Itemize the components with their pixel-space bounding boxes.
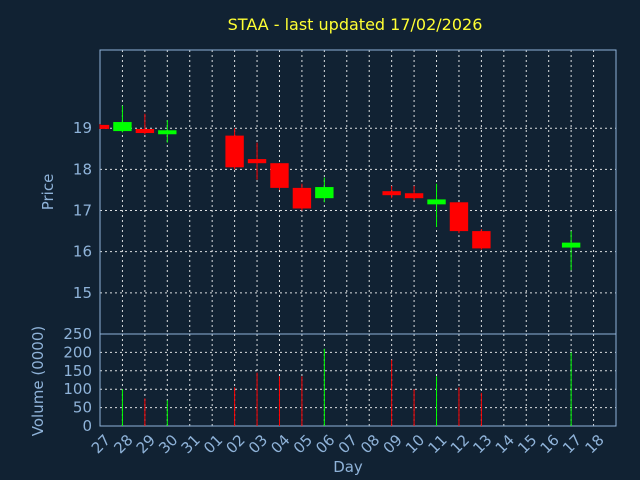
volume-y-tick-label: 100 [63,380,92,398]
candle-body [449,202,469,232]
candle-body [404,193,424,199]
volume-y-tick-label: 150 [63,362,92,380]
candle-body [135,129,155,134]
x-tick-label: 18 [581,431,607,457]
candle-body [113,122,132,132]
volume-y-tick-label: 250 [63,325,92,343]
price-y-tick-label: 18 [73,160,92,178]
volume-bars [121,348,572,426]
candle-body [247,159,267,164]
volume-axis-label: Volume (0000) [29,326,47,436]
volume-panel-frame [99,333,617,427]
candle-body [158,130,177,135]
candle-body [561,242,581,248]
volume-grid [100,334,616,426]
candle-body [270,163,289,188]
x-axis-label: Day [333,458,363,476]
candle-body [382,191,401,196]
price-y-ticks: 15 16 17 18 19 [73,119,92,302]
volume-y-tick-label: 200 [63,343,92,361]
candle-body [472,231,491,249]
candle-body [100,124,110,129]
price-y-tick-label: 15 [73,284,92,302]
x-ticks: 2728293031010203040506070809101112131415… [88,431,608,457]
chart-title: STAA - last updated 17/02/2026 [228,15,483,34]
price-grid [100,50,616,334]
price-y-tick-label: 16 [73,243,92,261]
candle-body [315,187,334,199]
candle-body [427,199,446,205]
volume-y-tick-label: 0 [82,417,92,435]
price-y-tick-label: 17 [73,202,92,220]
volume-y-tick-label: 50 [73,399,92,417]
candle-body [225,135,244,168]
price-axis-label: Price [39,174,57,211]
price-panel-frame [99,49,617,335]
candles [99,105,581,271]
candle-body [292,187,312,209]
price-y-tick-label: 19 [73,119,92,137]
